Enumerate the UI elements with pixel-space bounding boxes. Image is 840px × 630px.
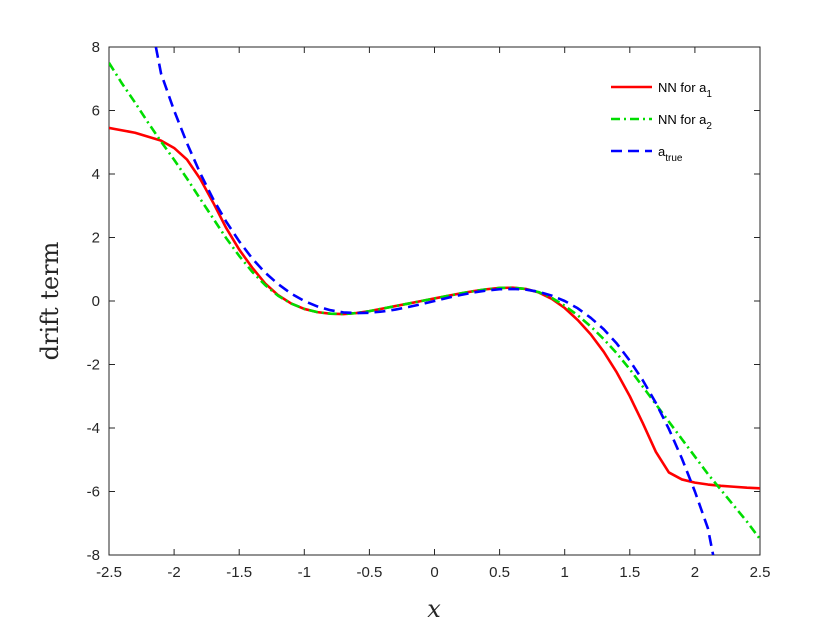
- legend-label-text: NN for a: [658, 112, 707, 127]
- y-tick-label: 0: [92, 293, 100, 310]
- x-axis-label: x: [427, 595, 441, 623]
- x-tick-label: 2: [691, 564, 699, 581]
- series-line-2: [109, 62, 760, 540]
- legend-label-subscript: 1: [706, 89, 712, 100]
- x-tick-label: -2.5: [96, 564, 122, 581]
- x-tick-label: 1: [561, 564, 569, 581]
- legend-label-subscript: 2: [706, 121, 712, 132]
- x-tick-label: 0: [430, 564, 438, 581]
- x-tick-label: -0.5: [356, 564, 382, 581]
- x-tick-label: -2: [167, 564, 180, 581]
- x-tick-label: 2.5: [750, 564, 771, 581]
- x-tick-label: -1.5: [226, 564, 252, 581]
- y-tick-label: 4: [92, 166, 100, 183]
- y-tick-label: -2: [87, 357, 100, 374]
- legend-box: [588, 66, 752, 180]
- x-tick-label: 0.5: [489, 564, 510, 581]
- y-tick-label: -8: [87, 547, 100, 564]
- legend-label-2: NN for a2: [658, 112, 712, 132]
- y-tick-label: 2: [92, 230, 100, 247]
- y-tick-label: 6: [92, 103, 100, 120]
- legend-label-text: a: [658, 144, 666, 159]
- y-axis-label: drift term: [36, 241, 64, 360]
- y-tick-label: -6: [87, 484, 100, 501]
- legend-label-1: NN for a1: [658, 80, 712, 100]
- x-tick-label: -1: [298, 564, 311, 581]
- series-line-3: [154, 47, 715, 555]
- x-tick-label: 1.5: [619, 564, 640, 581]
- y-tick-label: -4: [87, 420, 100, 437]
- y-tick-label: 8: [92, 39, 100, 56]
- legend-label-subscript: true: [665, 153, 683, 164]
- legend-label-3: atrue: [658, 144, 683, 164]
- legend-label-text: NN for a: [658, 80, 707, 95]
